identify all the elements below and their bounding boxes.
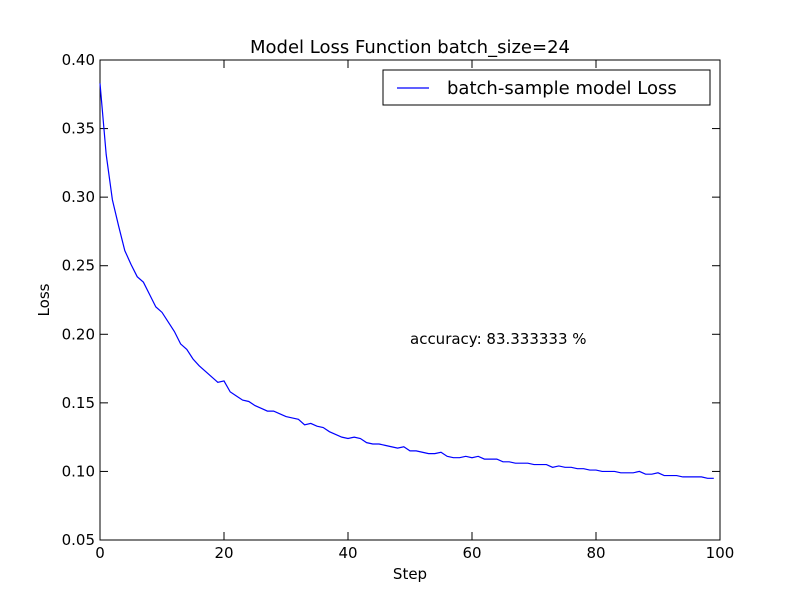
accuracy-annotation: accuracy: 83.333333 % [410,330,587,348]
x-tick-label: 80 [586,544,605,562]
x-tick-label: 100 [706,544,735,562]
legend-label: batch-sample model Loss [447,78,677,99]
chart-title: Model Loss Function batch_size=24 [250,37,570,58]
y-tick-label: 0.35 [62,120,95,138]
y-tick-label: 0.30 [62,188,95,206]
series-layer [99,83,714,479]
y-tick-label: 0.25 [62,257,95,275]
x-tick-label: 20 [214,544,233,562]
legend: batch-sample model Loss [382,69,711,106]
y-tick-label: 0.40 [62,51,95,69]
plot-area [99,59,721,541]
x-tick-label: 40 [338,544,357,562]
y-tick-label: 0.05 [62,531,95,549]
x-tick-label: 60 [462,544,481,562]
x-axis-label: Step [393,565,427,583]
legend-box [382,69,711,106]
y-tick-label: 0.15 [62,394,95,412]
y-tick-label: 0.20 [62,325,95,343]
series-line [99,83,714,479]
y-axis-label: Loss [35,283,53,316]
ticks-layer: 0 20 40 60 80 100 0.05 0.10 0.15 0.20 0.25 0.30 0.35… [62,51,735,562]
y-tick-label: 0.10 [62,462,95,480]
x-tick-label: 0 [95,544,105,562]
